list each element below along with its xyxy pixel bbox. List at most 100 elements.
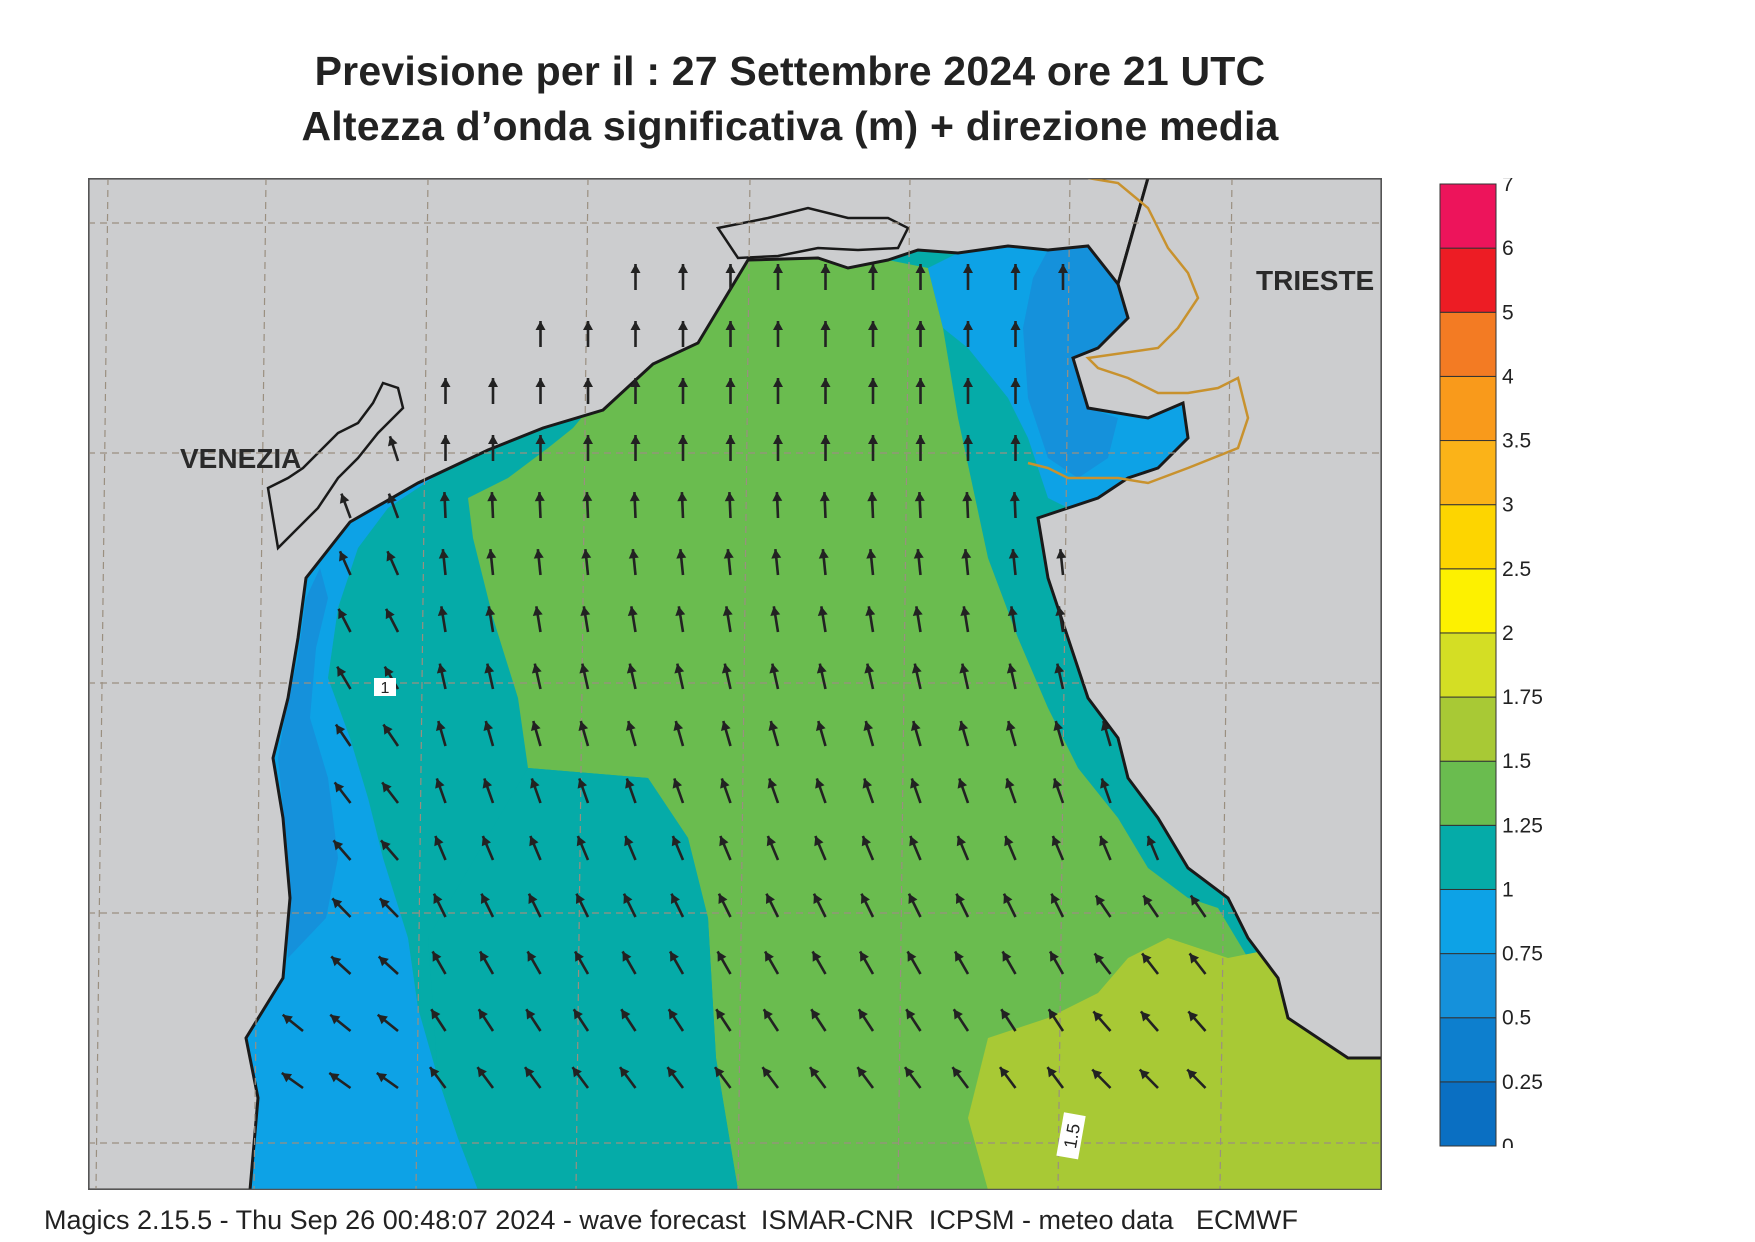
arrow-icon [961,549,972,576]
arrow-icon [674,663,685,690]
arrow-icon [963,378,973,404]
wave-direction-arrows [281,264,1207,1090]
arrow-icon [629,491,640,519]
city-label-venezia: VENEZIA [180,443,301,474]
arrow-icon [720,778,732,804]
arrow-icon [576,835,590,861]
arrow-icon [530,720,542,747]
arrow-icon [488,378,498,404]
arrow-icon [328,1071,352,1090]
arrow-icon [909,835,922,861]
arrow-icon [725,435,736,461]
arrow-icon [860,893,875,918]
arrow-icon [1010,264,1021,290]
arrow-icon [1058,264,1068,290]
arrow-icon [1094,894,1112,918]
arrow-icon [582,491,593,519]
arrow-icon [667,1008,685,1032]
arrow-icon [382,723,400,747]
contour-label-1-text: 1 [381,680,390,697]
arrow-icon [1048,950,1065,975]
arrow-icon [765,893,780,918]
arrow-icon [331,897,352,918]
contour-label-1.5-text: 1.5 [1060,1122,1084,1150]
arrow-icon [915,321,926,347]
arrow-icon [625,778,637,804]
arrow-icon [1093,952,1112,975]
arrow-icon [583,321,593,347]
arrow-icon [865,606,876,633]
arrow-icon [762,1008,780,1032]
arrow-icon [525,1008,542,1032]
arrow-icon [820,321,831,347]
arrow-icon [379,839,399,861]
arrow-icon [1053,720,1065,747]
arrow-icon [725,321,736,347]
national-border [1027,178,1250,485]
arrow-icon [535,435,546,461]
arrow-icon [1005,778,1017,804]
arrow-icon [435,778,447,804]
arrow-icon [329,1013,352,1033]
arrow-icon [477,1008,495,1032]
arrow-icon [436,663,447,690]
arrow-icon [861,835,875,861]
arrow-icon [384,608,400,633]
arrow-icon [670,893,685,918]
arrow-icon [770,606,781,633]
arrow-icon [998,1066,1017,1089]
legend-tick-label: 4 [1502,365,1514,388]
arrow-icon [815,720,827,747]
arrow-icon [766,835,780,861]
arrow-icon [1002,893,1017,918]
arrow-icon [1010,321,1021,347]
arrow-icon [1100,720,1112,747]
arrow-icon [773,435,783,461]
arrow-icon [808,1066,827,1089]
arrow-icon [820,264,831,290]
arrow-icon [1188,952,1207,975]
arrow-icon [334,723,352,747]
arrow-icon [281,1013,304,1033]
arrow-icon [571,1066,590,1089]
legend-tick-label: 7 [1502,178,1514,196]
arrow-icon [428,1066,447,1089]
arrow-icon [387,435,400,462]
arrow-icon [676,549,687,576]
arrow-icon [484,663,495,690]
legend-tick-label: 2 [1502,622,1514,645]
legend-tick-label: 0.25 [1502,1071,1543,1094]
sea-zone-1-1.25-south [428,768,738,1190]
arrow-icon [1054,663,1065,690]
arrow-icon [483,720,495,747]
arrow-icon [624,835,637,861]
legend-swatch [1439,375,1497,442]
legend-swatch [1439,888,1497,955]
arrow-icon [958,720,970,747]
arrow-icon [1142,894,1160,918]
arrow-icon [628,549,639,576]
arrow-icon [678,264,688,290]
arrow-icon [955,893,970,918]
arrow-icon [818,549,829,576]
arrow-icon [1056,549,1067,576]
arrow-icon [716,950,732,975]
arrow-icon [773,264,783,290]
legend-tick-label: 1.25 [1502,814,1543,837]
arrow-icon [534,491,545,519]
arrow-icon [572,1008,590,1032]
legend-swatch [1439,824,1497,890]
arrow-icon [485,606,496,633]
arrow-icon [905,1008,922,1032]
arrow-icon [581,549,592,576]
arrow-icon [763,950,780,975]
arrow-icon [907,893,922,918]
arrow-icon [1139,1010,1159,1032]
legend-tick-label: 0.75 [1502,943,1543,966]
arrow-icon [622,893,637,918]
arrow-icon [1099,835,1112,861]
arrow-icon [481,835,495,861]
map-frame [88,178,1382,1190]
arrow-icon [723,549,734,576]
arrow-icon [668,950,685,975]
